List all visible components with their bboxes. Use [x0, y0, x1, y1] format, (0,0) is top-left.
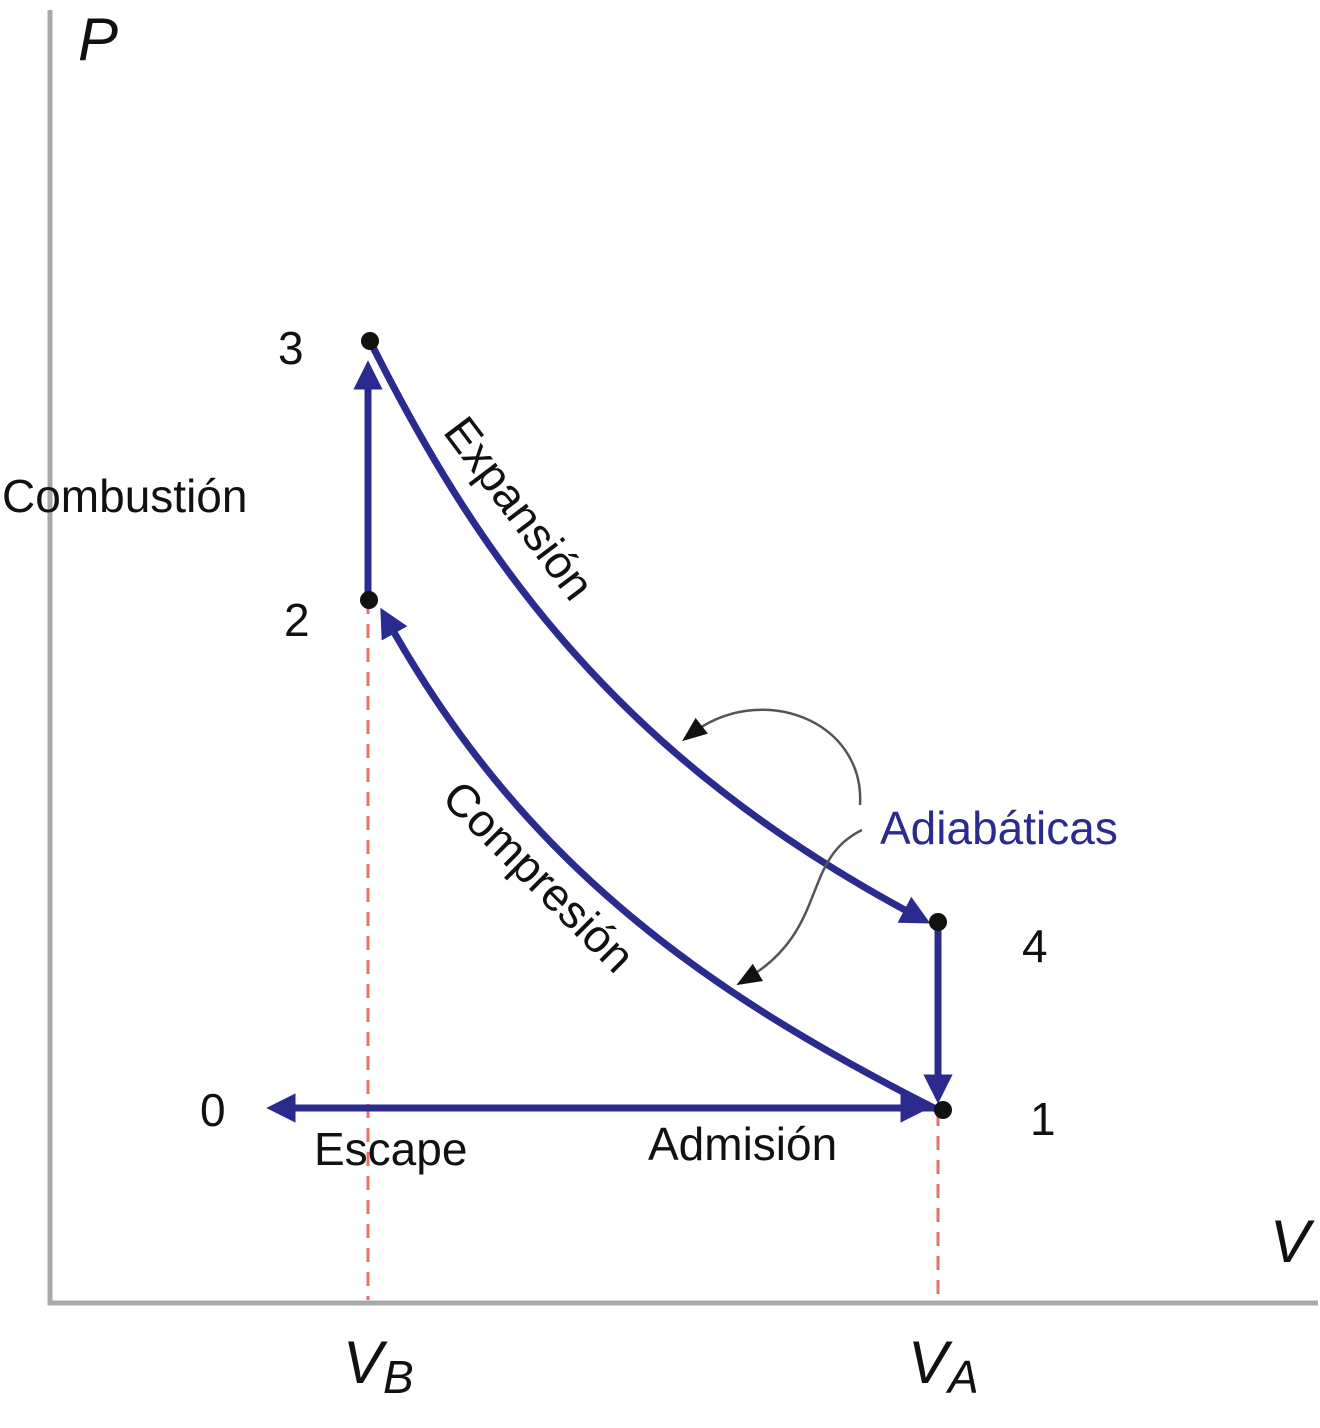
tick-vb-main: V [343, 1329, 388, 1396]
point-label-4: 4 [1022, 920, 1048, 972]
point-1-dot [934, 1101, 952, 1119]
admission-label: Admisión [648, 1118, 837, 1170]
point-4-dot [929, 913, 947, 931]
tick-va-sub: A [945, 1351, 979, 1403]
tick-va-main: V [908, 1329, 953, 1396]
escape-label: Escape [314, 1123, 467, 1175]
point-label-3: 3 [278, 322, 304, 374]
tick-vb-sub: B [383, 1351, 414, 1403]
expansion-label: Expansión [434, 407, 605, 610]
adiabatic-label: Adiabáticas [880, 802, 1118, 854]
compression-curve [380, 607, 940, 1114]
tick-vb: VB [343, 1329, 414, 1403]
point-3-dot [361, 332, 379, 350]
expansion-curve [368, 343, 931, 924]
y-axis-label: P [78, 6, 118, 73]
x-axis-label: V [1270, 1208, 1315, 1275]
adiabatic-callout-upper [682, 708, 862, 806]
tick-va: VA [908, 1329, 979, 1403]
point-label-0: 0 [200, 1084, 226, 1136]
point-label-2: 2 [284, 594, 310, 646]
point-2-dot [360, 591, 378, 609]
adiabatic-callout-lower [736, 828, 863, 986]
compression-label: Compresión [433, 770, 645, 982]
point-label-1: 1 [1030, 1093, 1056, 1145]
combustion-label: Combustión [2, 470, 247, 522]
